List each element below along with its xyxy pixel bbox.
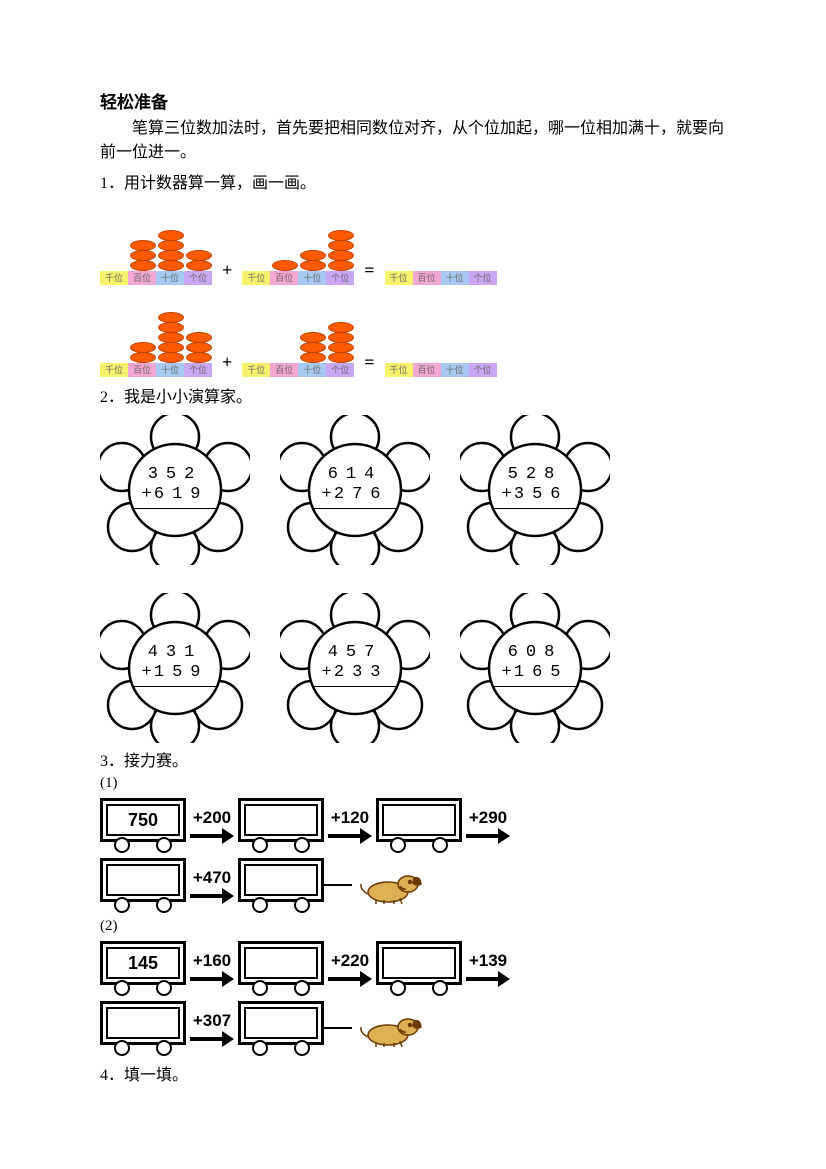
operation-label: +200 [193, 808, 231, 828]
q2-flowers: 352 + 619 614 + 276 528 + 356 431 + 159 [100, 415, 726, 743]
rope [322, 1027, 352, 1029]
relay-arrow: +220 [328, 951, 372, 985]
equals-sign: = [364, 260, 374, 285]
flower-problem: 608 + 165 [460, 593, 610, 743]
cart-value [244, 864, 318, 896]
cart-value [106, 864, 180, 896]
cart-value [106, 1007, 180, 1039]
q3-label: 3．接力赛。 [100, 747, 726, 771]
bead [328, 260, 354, 271]
relay-arrow: +160 [190, 951, 234, 985]
relay-arrow: +139 [466, 951, 510, 985]
addition-problem: 457 + 233 [280, 643, 430, 687]
abacus: 千位百位十位个位 [100, 201, 212, 285]
relay-cart [100, 1001, 186, 1055]
abacus: 千位百位十位个位 [100, 293, 212, 377]
flower-problem: 352 + 619 [100, 415, 250, 565]
relay-cart [376, 798, 462, 852]
relay-cart [238, 858, 324, 912]
operation-label: +120 [331, 808, 369, 828]
flower-problem: 528 + 356 [460, 415, 610, 565]
bead [272, 260, 298, 271]
page-title: 轻松准备 [100, 88, 726, 113]
abacus: 千位百位十位个位 [385, 201, 497, 285]
q4-label: 4．填一填。 [100, 1061, 726, 1085]
relay-arrow: +470 [190, 868, 234, 902]
relay-arrow: +290 [466, 808, 510, 842]
cart-value: 145 [106, 947, 180, 979]
cart-value [244, 804, 318, 836]
bead [300, 260, 326, 271]
operation-label: +290 [469, 808, 507, 828]
flower-problem: 457 + 233 [280, 593, 430, 743]
addition-problem: 528 + 356 [460, 465, 610, 509]
dog-icon [356, 1007, 426, 1049]
cart-value [244, 947, 318, 979]
relay-cart [238, 798, 324, 852]
operation-label: +139 [469, 951, 507, 971]
bead [328, 352, 354, 363]
addition-problem: 614 + 276 [280, 465, 430, 509]
relay-cart [100, 858, 186, 912]
operation-label: +160 [193, 951, 231, 971]
equals-sign: = [364, 352, 374, 377]
abacus: 千位百位十位个位 [385, 293, 497, 377]
relay-arrow: +200 [190, 808, 234, 842]
addition-problem: 431 + 159 [100, 643, 250, 687]
rope [322, 884, 352, 886]
bead [158, 260, 184, 271]
q1-label: 1．用计数器算一算，画一画。 [100, 169, 726, 193]
operation-label: +220 [331, 951, 369, 971]
bead [300, 352, 326, 363]
subpart-label: (1) [100, 775, 726, 792]
plus-sign: + [222, 352, 232, 377]
bead [186, 260, 212, 271]
flower-problem: 431 + 159 [100, 593, 250, 743]
bead [186, 352, 212, 363]
dog-icon [356, 864, 426, 906]
relay-arrow: +120 [328, 808, 372, 842]
plus-sign: + [222, 260, 232, 285]
flower-problem: 614 + 276 [280, 415, 430, 565]
bead [130, 352, 156, 363]
relay-cart: 750 [100, 798, 186, 852]
addition-problem: 352 + 619 [100, 465, 250, 509]
relay-cart [238, 1001, 324, 1055]
relay-arrow: +307 [190, 1011, 234, 1045]
cart-value [244, 1007, 318, 1039]
operation-label: +470 [193, 868, 231, 888]
abacus: 千位百位十位个位 [242, 201, 354, 285]
operation-label: +307 [193, 1011, 231, 1031]
bead [158, 352, 184, 363]
cart-value [382, 804, 456, 836]
q3-relay-area: (1) 750 +200 +120 +290 +470 (2) 145 +160… [100, 775, 726, 1055]
relay-cart [376, 941, 462, 995]
q2-label: 2．我是小小演算家。 [100, 383, 726, 407]
intro-text: 笔算三位数加法时，首先要把相同数位对齐，从个位加起，哪一位相加满十，就要向前一位… [100, 117, 726, 165]
q1-abacus-area: 千位百位十位个位+千位百位十位个位=千位百位十位个位千位百位十位个位+千位百位十… [100, 201, 726, 377]
subpart-label: (2) [100, 918, 726, 935]
relay-cart: 145 [100, 941, 186, 995]
relay-cart [238, 941, 324, 995]
abacus: 千位百位十位个位 [242, 293, 354, 377]
cart-value: 750 [106, 804, 180, 836]
addition-problem: 608 + 165 [460, 643, 610, 687]
bead [130, 260, 156, 271]
cart-value [382, 947, 456, 979]
